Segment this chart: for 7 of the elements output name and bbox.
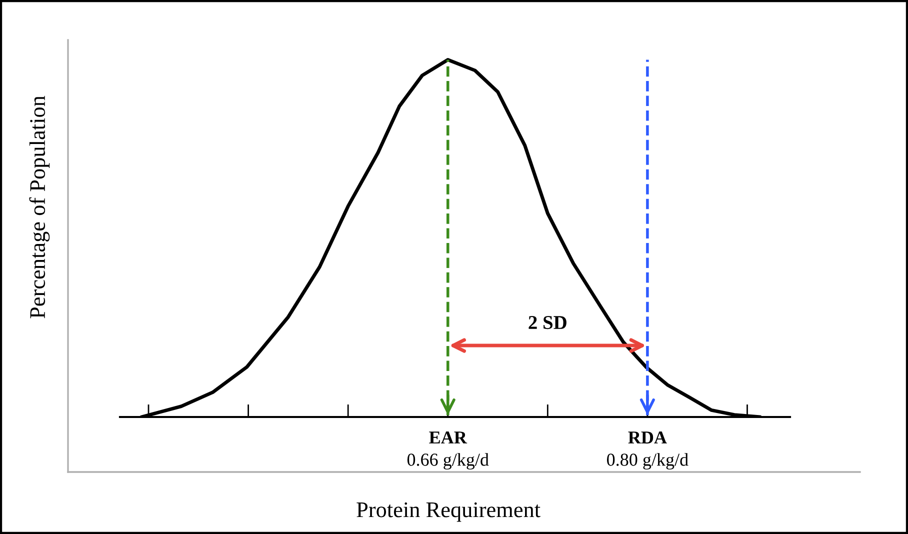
x-tick-label: 0.66 g/kg/d bbox=[407, 453, 489, 470]
x-axis-title: Protein Requirement bbox=[356, 502, 540, 522]
annotation: 2 SD bbox=[528, 316, 566, 330]
ref-line-label: RDA bbox=[628, 432, 667, 444]
ref-line-label: EAR bbox=[429, 432, 468, 444]
x-tick-label: 0.80 g/kg/d bbox=[607, 453, 688, 470]
y-axis-title: Percentage of Population bbox=[29, 96, 50, 318]
